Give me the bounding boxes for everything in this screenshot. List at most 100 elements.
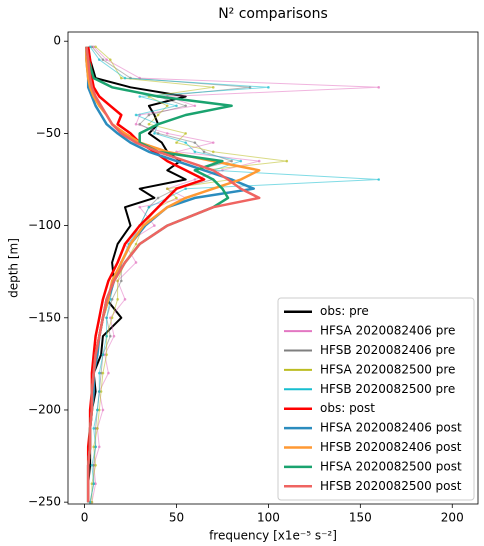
legend-label: HFSA 2020082406 pre: [320, 324, 455, 338]
series-marker: [138, 205, 142, 209]
series-marker: [92, 445, 96, 449]
series-marker: [147, 113, 151, 117]
series-marker: [153, 224, 156, 227]
series-marker: [175, 196, 178, 200]
series-marker: [184, 187, 187, 191]
series-marker: [211, 150, 215, 154]
series-marker: [175, 141, 178, 144]
series-marker: [99, 390, 103, 393]
series-marker: [175, 104, 178, 108]
series-marker: [97, 390, 101, 393]
x-tick-label: 0: [81, 511, 89, 525]
series-marker: [101, 371, 105, 375]
series-marker: [193, 150, 197, 154]
series-marker: [96, 408, 99, 412]
x-tick-label: 100: [257, 511, 280, 525]
series-marker: [165, 187, 169, 191]
series-marker: [105, 353, 108, 356]
series-marker: [138, 95, 142, 98]
series-marker: [184, 104, 187, 108]
series-marker: [184, 141, 187, 144]
legend-box: [277, 297, 475, 501]
x-tick-label: 150: [349, 511, 372, 525]
series-marker: [156, 113, 160, 117]
series-marker: [156, 196, 160, 200]
legend-label: HFSA 2020082500 post: [320, 459, 462, 473]
series-marker: [90, 482, 94, 486]
series-marker: [120, 76, 123, 80]
series-marker: [92, 427, 96, 430]
x-tick-label: 200: [441, 511, 464, 525]
series-marker: [165, 132, 169, 135]
legend-label: obs: pre: [320, 304, 369, 318]
series-marker: [138, 122, 142, 126]
series-marker: [94, 445, 97, 449]
series-marker: [101, 353, 105, 356]
y-tick-label: −150: [28, 310, 61, 324]
series-marker: [377, 86, 381, 89]
series-marker: [97, 445, 101, 449]
series-marker: [110, 316, 114, 320]
series-marker: [94, 482, 97, 486]
series-marker: [147, 205, 151, 209]
series-marker: [90, 463, 94, 467]
series-marker: [92, 45, 96, 49]
series-marker: [267, 86, 270, 89]
series-marker: [211, 86, 215, 89]
series-marker: [211, 141, 215, 144]
series-marker: [90, 500, 94, 504]
series-marker: [94, 427, 97, 430]
series-marker: [202, 150, 206, 154]
series-marker: [153, 132, 156, 135]
series-marker: [285, 159, 289, 163]
series-marker: [96, 427, 99, 430]
legend-label: HFSB 2020082406 post: [320, 440, 462, 454]
series-marker: [112, 334, 116, 338]
series-marker: [94, 45, 97, 49]
series-marker: [239, 159, 243, 163]
legend-label: HFSB 2020082406 pre: [320, 343, 455, 357]
y-axis-label: depth [m]: [7, 238, 21, 298]
series-marker: [94, 463, 97, 467]
series-marker: [105, 334, 108, 338]
series-marker: [193, 178, 197, 181]
y-tick-label: 0: [53, 34, 61, 48]
series-marker: [134, 242, 138, 246]
series-marker: [90, 45, 94, 49]
y-tick-label: −100: [28, 218, 61, 232]
series-marker: [116, 279, 119, 283]
legend-label: HFSA 2020082406 post: [320, 421, 462, 435]
series-marker: [97, 408, 101, 412]
x-axis-label: frequency [x1e⁻⁵ s⁻²]: [209, 529, 337, 543]
series-marker: [92, 482, 96, 486]
legend-label: HFSB 2020082500 pre: [320, 382, 455, 396]
series-line: [85, 46, 261, 503]
series-marker: [97, 58, 101, 61]
y-tick-label: −50: [36, 126, 61, 140]
chart-title: N² comparisons: [218, 6, 328, 22]
series-marker: [165, 104, 169, 108]
series-marker: [101, 58, 105, 61]
x-tick-label: 50: [169, 511, 184, 525]
series-marker: [134, 122, 138, 126]
plot-area: [85, 45, 381, 504]
series-marker: [108, 334, 112, 338]
y-tick-label: −250: [28, 495, 61, 509]
series-marker: [110, 298, 114, 301]
series-marker: [123, 76, 127, 80]
series-marker: [147, 122, 151, 126]
series-marker: [107, 371, 110, 375]
legend-label: HFSB 2020082500 post: [320, 479, 462, 493]
series-marker: [184, 132, 187, 135]
series-marker: [193, 104, 197, 108]
axes-frame: [67, 31, 479, 505]
legend-label: HFSA 2020082500 pre: [320, 362, 455, 376]
series-marker: [116, 298, 119, 301]
series-marker: [97, 371, 101, 375]
series-marker: [108, 316, 112, 320]
series-marker: [134, 113, 138, 117]
series-marker: [99, 371, 103, 375]
series-marker: [193, 141, 197, 144]
series-marker: [105, 316, 108, 320]
